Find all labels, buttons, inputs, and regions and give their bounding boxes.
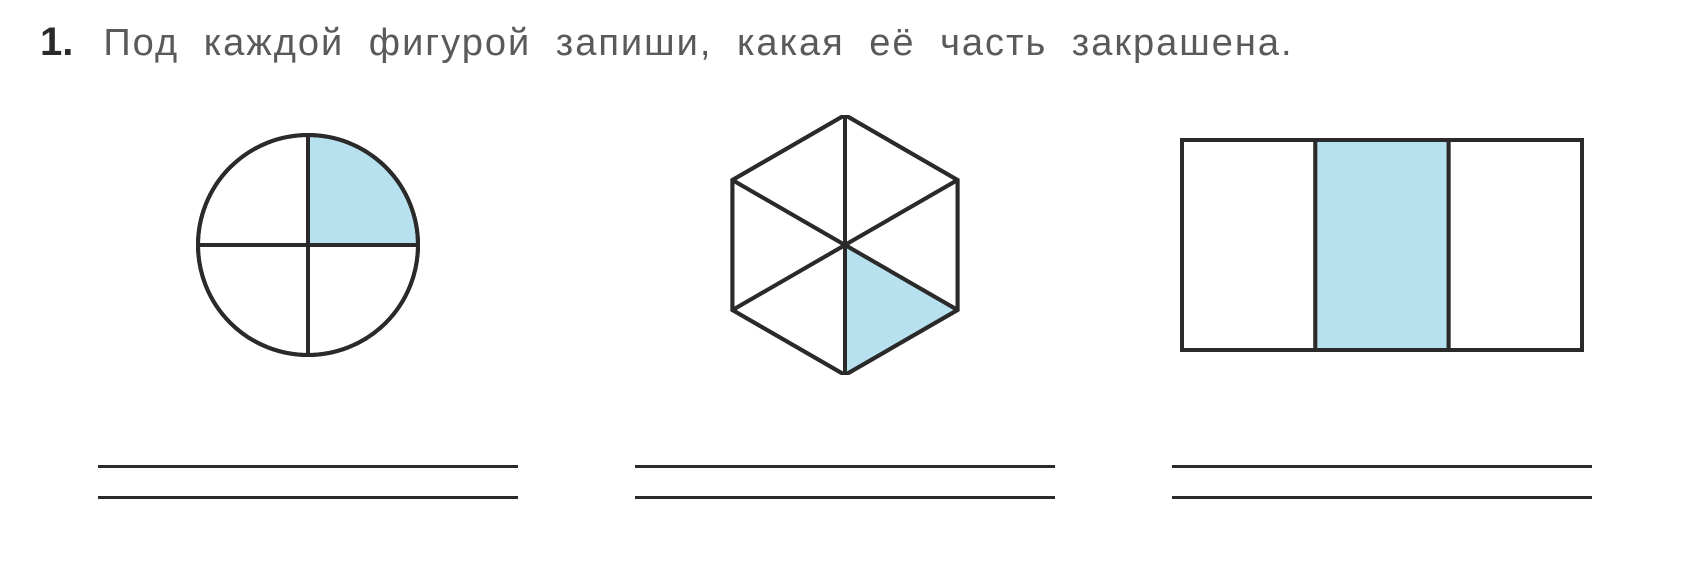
figures-row bbox=[40, 95, 1650, 395]
rectangle-icon bbox=[1177, 135, 1587, 355]
answer-line[interactable] bbox=[1172, 496, 1592, 499]
circle-shape-wrap bbox=[188, 115, 428, 375]
prompt-text: Под каждой фигурой запиши, какая её част… bbox=[103, 22, 1293, 65]
hexagon-shape-wrap bbox=[705, 115, 985, 375]
answer-line[interactable] bbox=[98, 465, 518, 468]
answer-line[interactable] bbox=[1172, 465, 1592, 468]
circle-icon bbox=[188, 125, 428, 365]
answer-line[interactable] bbox=[635, 496, 1055, 499]
answer-line[interactable] bbox=[98, 496, 518, 499]
answer-lines-circle bbox=[98, 465, 518, 499]
answer-row bbox=[40, 425, 1650, 499]
figure-circle-column bbox=[68, 115, 548, 375]
hexagon-icon bbox=[705, 115, 985, 375]
figure-hexagon-column bbox=[605, 115, 1085, 375]
figure-rectangle-column bbox=[1142, 115, 1622, 375]
answer-line[interactable] bbox=[635, 465, 1055, 468]
rectangle-shape-wrap bbox=[1177, 115, 1587, 375]
answer-lines-hexagon bbox=[635, 465, 1055, 499]
header-row: 1. Под каждой фигурой запиши, какая её ч… bbox=[40, 20, 1650, 65]
answer-lines-rectangle bbox=[1172, 465, 1592, 499]
problem-number: 1. bbox=[40, 20, 73, 65]
